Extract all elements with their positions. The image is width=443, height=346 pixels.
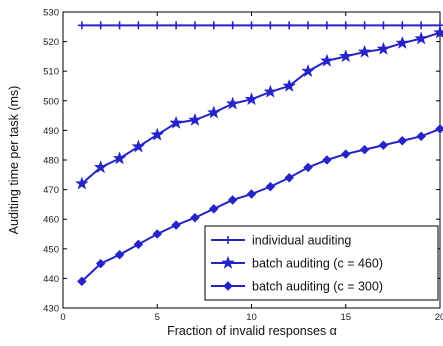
y-tick-label: 470 xyxy=(43,185,59,196)
data-point xyxy=(190,21,199,30)
data-point xyxy=(379,21,388,30)
data-point xyxy=(150,127,165,141)
data-point xyxy=(398,21,407,30)
data-point xyxy=(95,258,106,269)
y-axis-title: Auditing time per task (ms) xyxy=(7,86,21,235)
y-tick-label: 520 xyxy=(43,37,59,48)
legend-label: batch auditing (c = 300) xyxy=(252,280,383,294)
series-3 xyxy=(76,124,443,287)
data-point xyxy=(247,21,256,30)
data-point xyxy=(208,203,219,214)
data-point xyxy=(209,21,218,30)
data-point xyxy=(357,44,372,58)
data-point xyxy=(206,105,221,119)
y-tick-label: 530 xyxy=(43,8,59,19)
data-point xyxy=(414,31,429,45)
data-point xyxy=(76,276,87,287)
y-tick-label: 450 xyxy=(43,244,59,255)
data-point xyxy=(115,21,124,30)
data-point xyxy=(340,149,351,159)
legend-entry: individual auditing xyxy=(211,234,351,248)
data-point xyxy=(376,41,391,55)
y-axis: 430 440 450 460 470 480 490 500 510 520 530 xyxy=(43,8,440,315)
data-point xyxy=(319,53,334,67)
legend-marker xyxy=(223,281,233,291)
series-2 xyxy=(74,25,443,190)
y-tick-label: 430 xyxy=(43,304,59,315)
data-point xyxy=(395,35,410,49)
legend-entry: batch auditing (c = 300) xyxy=(211,280,383,294)
data-point xyxy=(360,21,369,30)
data-point xyxy=(416,131,427,142)
data-point xyxy=(265,181,276,192)
data-point xyxy=(435,124,443,134)
data-point xyxy=(285,21,294,30)
data-point xyxy=(397,135,408,146)
legend: individual auditing batch auditing (c = 4… xyxy=(204,225,439,301)
data-point xyxy=(131,139,146,153)
data-point xyxy=(225,96,240,110)
y-tick-label: 480 xyxy=(43,156,59,167)
data-point xyxy=(114,249,125,260)
data-point xyxy=(93,160,108,174)
data-point xyxy=(172,21,181,30)
data-point xyxy=(417,21,426,30)
data-point xyxy=(338,49,353,63)
y-tick-label: 500 xyxy=(43,96,59,107)
data-point xyxy=(153,21,162,30)
x-axis: 0 5 10 15 20 xyxy=(60,12,443,323)
data-point xyxy=(304,21,313,30)
data-point xyxy=(282,78,297,92)
data-point xyxy=(303,162,313,173)
data-point xyxy=(133,239,144,250)
data-point xyxy=(322,21,331,30)
data-point xyxy=(246,189,257,199)
data-point xyxy=(152,229,163,239)
legend-label: batch auditing (c = 460) xyxy=(252,257,383,271)
y-tick-label: 460 xyxy=(43,215,59,226)
legend-marker xyxy=(221,255,235,269)
series-1 xyxy=(77,21,443,30)
legend-label: individual auditing xyxy=(252,234,351,248)
data-point xyxy=(74,176,89,190)
legend-entry: batch auditing (c = 460) xyxy=(211,255,383,271)
x-tick-label: 15 xyxy=(340,312,351,323)
data-point xyxy=(284,172,295,183)
data-point xyxy=(433,25,443,39)
data-point xyxy=(169,115,184,129)
y-tick-label: 490 xyxy=(43,126,59,137)
data-point xyxy=(263,84,278,98)
data-point xyxy=(112,151,127,165)
data-point xyxy=(266,21,275,30)
x-tick-label: 20 xyxy=(435,312,443,323)
x-tick-label: 10 xyxy=(246,312,257,323)
data-point xyxy=(77,21,86,30)
y-tick-label: 440 xyxy=(43,274,59,285)
data-point xyxy=(359,144,370,155)
y-tick-label: 510 xyxy=(43,67,59,78)
data-point xyxy=(228,21,237,30)
data-point xyxy=(322,155,332,165)
series-layer xyxy=(74,21,443,287)
data-point xyxy=(190,212,200,223)
data-point xyxy=(171,220,181,230)
data-point xyxy=(341,21,350,30)
x-tick-label: 0 xyxy=(60,312,65,323)
data-point xyxy=(378,140,389,151)
data-point xyxy=(227,195,238,205)
data-point xyxy=(96,21,105,30)
data-point xyxy=(188,112,202,126)
data-point xyxy=(134,21,143,30)
x-tick-label: 5 xyxy=(155,312,160,323)
data-point xyxy=(301,63,315,78)
legend-marker xyxy=(224,236,232,244)
x-axis-title: Fraction of invalid responses α xyxy=(167,324,337,338)
data-point xyxy=(244,92,259,106)
